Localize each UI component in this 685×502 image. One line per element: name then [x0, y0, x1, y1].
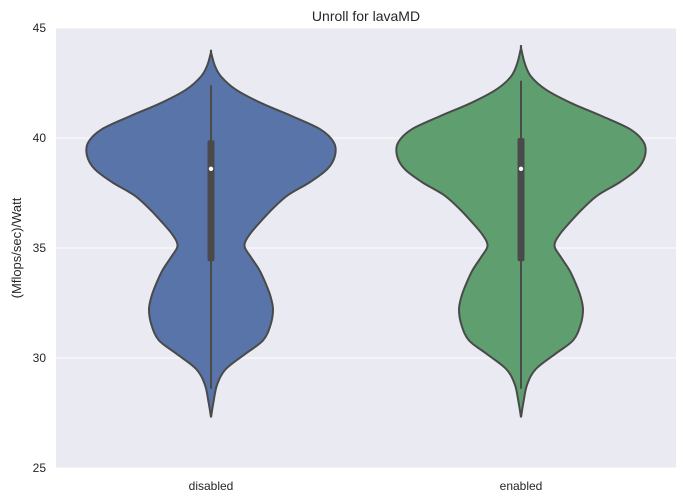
chart-title: Unroll for lavaMD [312, 8, 420, 24]
x-tick-label-enabled: enabled [500, 479, 543, 493]
y-tick-label: 30 [33, 351, 47, 365]
iqr-box-enabled [517, 138, 525, 262]
median-point-disabled [208, 166, 214, 171]
y-tick-label: 45 [33, 21, 47, 35]
y-tick-label: 35 [33, 241, 47, 255]
x-tick-label-disabled: disabled [189, 479, 234, 493]
violins [85, 44, 647, 418]
median-point-enabled [518, 166, 524, 171]
y-tick-label: 25 [33, 461, 47, 475]
x-tick-labels: disabled enabled [189, 479, 543, 493]
iqr-box-disabled [207, 140, 215, 262]
y-tick-label: 40 [33, 131, 47, 145]
y-tick-labels: 25 30 35 40 45 [33, 21, 47, 475]
y-axis-label: (Mflops/sec)/Watt [9, 197, 24, 298]
